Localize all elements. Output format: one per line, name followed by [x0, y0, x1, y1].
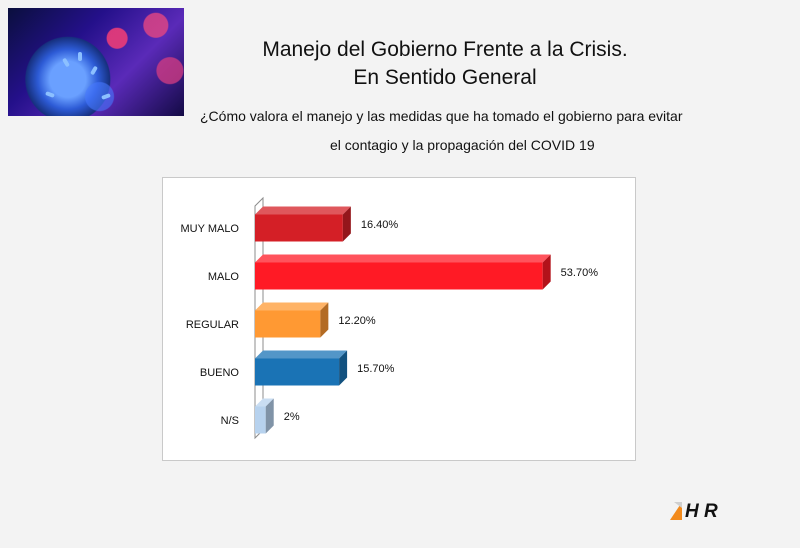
virus-image: [8, 8, 184, 116]
data-label: 15.70%: [357, 363, 395, 375]
data-label: 53.70%: [561, 267, 599, 279]
question-line1: ¿Cómo valora el manejo y las medidas que…: [200, 108, 683, 124]
data-label: 2%: [284, 411, 300, 423]
bar-top: [255, 206, 351, 215]
category-label: MALO: [208, 271, 240, 283]
bar-top: [255, 398, 274, 407]
chart-title-line2: En Sentido General: [353, 66, 537, 89]
bar-side: [342, 206, 351, 242]
bar: [255, 214, 343, 242]
data-label: 16.40%: [361, 219, 399, 231]
bar: [255, 310, 321, 338]
bar-group: [255, 350, 348, 386]
category-label: N/S: [221, 415, 239, 427]
bar-side: [320, 302, 329, 338]
bar-group: [255, 254, 551, 290]
chart-title-line1: Manejo del Gobierno Frente a la Crisis.: [262, 38, 628, 61]
bar: [255, 406, 266, 434]
bar-top: [255, 254, 551, 263]
question-line2: el contagio y la propagación del COVID 1…: [330, 137, 595, 153]
bar-top: [255, 302, 329, 311]
bar-side: [339, 350, 348, 386]
category-label: MUY MALO: [181, 223, 240, 235]
bar-side: [265, 398, 274, 434]
bar-top: [255, 350, 348, 359]
bar-chart: MUY MALO 16.40% MALO 53.70% REGULAR 12.20% BUE…: [181, 196, 599, 440]
bar-side: [542, 254, 551, 290]
svg-text:H R: H R: [685, 501, 718, 520]
category-label: REGULAR: [186, 319, 239, 331]
category-label: BUENO: [200, 367, 240, 379]
data-label: 12.20%: [338, 315, 376, 327]
chart-frame: MUY MALO 16.40% MALO 53.70% REGULAR 12.20% BUE…: [162, 177, 636, 461]
hr-logo: H R: [670, 501, 718, 520]
bar: [255, 262, 543, 290]
bar-group: [255, 302, 329, 338]
bar-group: [255, 206, 351, 242]
bar: [255, 358, 340, 386]
bar-group: [255, 398, 274, 434]
